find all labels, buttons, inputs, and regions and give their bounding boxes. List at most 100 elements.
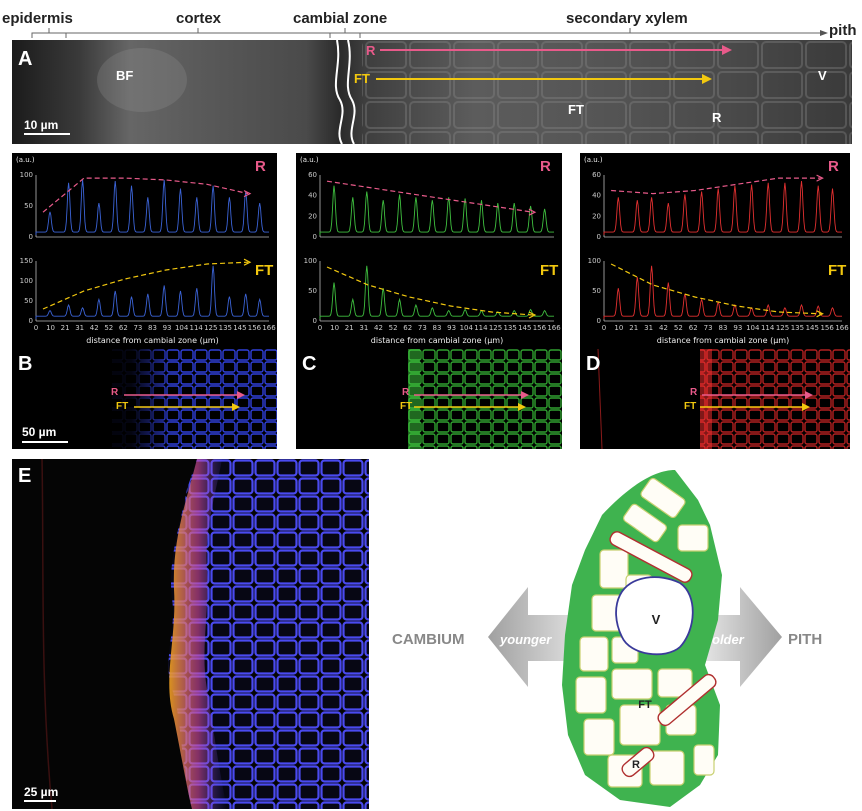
diagram-older: older: [712, 632, 745, 647]
older-arrow: [700, 587, 782, 687]
y-tick-label: 0: [29, 317, 33, 325]
label-cambial-zone: cambial zone: [293, 10, 388, 27]
x-tick-label: 62: [403, 324, 412, 332]
scale-bar-b: 50 µm: [22, 425, 57, 439]
micrograph-c: C R FT: [296, 349, 562, 449]
x-tick-label: 21: [629, 324, 638, 332]
y-tick-label: 60: [592, 171, 601, 179]
x-tick-label: 31: [359, 324, 368, 332]
x-tick-label: 104: [746, 324, 760, 332]
x-tick-label: 62: [119, 324, 128, 332]
x-tick-label: 83: [148, 324, 157, 332]
y-tick-label: 0: [597, 233, 601, 241]
x-tick-label: 166: [262, 324, 276, 332]
trend-arrowhead: [528, 311, 537, 319]
y-tick-label: 100: [20, 171, 33, 179]
y-tick-label: 60: [308, 171, 317, 179]
x-tick-label: 166: [547, 324, 561, 332]
x-tick-label: 156: [820, 324, 834, 332]
x-tick-label: 135: [503, 324, 516, 332]
y-tick-label: 50: [24, 202, 33, 210]
panel-a-arrows: [24, 45, 732, 135]
x-tick-label: 52: [104, 324, 113, 332]
diagram-label-v: V: [652, 612, 661, 627]
intensity-trace: [35, 265, 269, 319]
y-tick-label: 40: [592, 192, 601, 200]
x-tick-label: 93: [447, 324, 456, 332]
y-tick-label: 0: [313, 233, 317, 241]
diagram-label-r: R: [632, 759, 640, 771]
label-pith: pith: [829, 22, 857, 39]
younger-arrow: [488, 587, 590, 687]
scale-bar-a: 10 µm: [24, 118, 59, 132]
x-tick-label: 0: [34, 324, 38, 332]
y-tick-label: 150: [20, 257, 33, 265]
x-axis-title: distance from cambial zone (µm): [371, 336, 503, 345]
x-tick-label: 125: [489, 324, 502, 332]
y-tick-label: 50: [592, 287, 601, 295]
x-tick-label: 145: [233, 324, 246, 332]
x-tick-label: 83: [719, 324, 728, 332]
label-v-a: V: [818, 68, 827, 83]
x-tick-label: 31: [644, 324, 653, 332]
x-axis-title: distance from cambial zone (µm): [86, 336, 218, 345]
trend-line: [326, 266, 533, 316]
series-label: R: [540, 158, 551, 175]
plot-panel-c: (a.u.) 60 40 20 0 R 100 50 0 FT 0 10 21 31 42 52 62 73 83 9…: [296, 153, 562, 349]
y-tick-label: 100: [20, 277, 33, 285]
panel-label-a: A: [18, 48, 33, 70]
x-tick-label: 73: [418, 324, 427, 332]
x-tick-label: 10: [46, 324, 55, 332]
arrow-label-r-d: R: [690, 387, 698, 398]
au-label: (a.u.): [584, 156, 603, 164]
y-tick-label: 50: [308, 287, 317, 295]
x-tick-label: 156: [248, 324, 262, 332]
arrow-label-r-b: R: [111, 387, 119, 398]
x-tick-label: 125: [776, 324, 789, 332]
arrow-label-ft-d: FT: [684, 401, 697, 412]
label-r-a: R: [712, 110, 722, 125]
x-tick-label: 73: [704, 324, 713, 332]
arrow-label-r-a: R: [366, 43, 376, 58]
x-tick-label: 135: [791, 324, 804, 332]
x-tick-label: 31: [75, 324, 84, 332]
arrow-label-r-c: R: [402, 387, 410, 398]
panel-label-b: B: [18, 353, 33, 375]
x-tick-label: 125: [204, 324, 217, 332]
plot-d-svg: (a.u.) 60 40 20 0 R 100 50 0 FT 0 10 21 31 42 52 62 73 83 9…: [584, 156, 849, 345]
x-tick-label: 104: [460, 324, 474, 332]
plot-b-svg: (a.u.) 100 50 0 R 150 100 50 0 FT 0 10 21 31 42 52 62 73 8…: [16, 156, 276, 345]
x-tick-label: 145: [806, 324, 819, 332]
x-tick-label: 83: [433, 324, 442, 332]
region-brackets: [31, 28, 828, 38]
trend-line: [610, 263, 821, 315]
micrograph-d: D R FT: [580, 349, 850, 449]
x-tick-label: 0: [602, 324, 606, 332]
x-tick-label: 145: [518, 324, 531, 332]
x-tick-label: 93: [163, 324, 172, 332]
x-tick-label: 114: [761, 324, 775, 332]
arrow-label-ft-b: FT: [116, 401, 129, 412]
trend-arrowhead: [816, 174, 824, 182]
trend-line: [326, 180, 533, 213]
panel-e-image: E 25 µm: [12, 459, 369, 809]
diagram-younger: younger: [499, 632, 552, 647]
arrow-label-ft-c: FT: [400, 401, 413, 412]
y-tick-label: 0: [597, 317, 601, 325]
diagram-pith: PITH: [788, 631, 822, 648]
x-tick-label: 114: [190, 324, 204, 332]
xylem-diagram: V FT R CAMBIUM younger older PITH: [392, 470, 822, 807]
x-tick-label: 42: [90, 324, 99, 332]
intensity-trace: [35, 179, 269, 235]
x-tick-label: 42: [374, 324, 383, 332]
intensity-trace: [603, 265, 842, 319]
y-tick-label: 20: [308, 212, 317, 220]
series-label: R: [255, 158, 266, 175]
x-axis-title: distance from cambial zone (µm): [657, 336, 789, 345]
trend-arrowhead: [243, 258, 252, 266]
x-tick-label: 104: [175, 324, 189, 332]
x-tick-label: 156: [533, 324, 547, 332]
au-label: (a.u.): [16, 156, 35, 164]
label-cortex: cortex: [176, 10, 222, 27]
series-label: R: [828, 158, 839, 175]
